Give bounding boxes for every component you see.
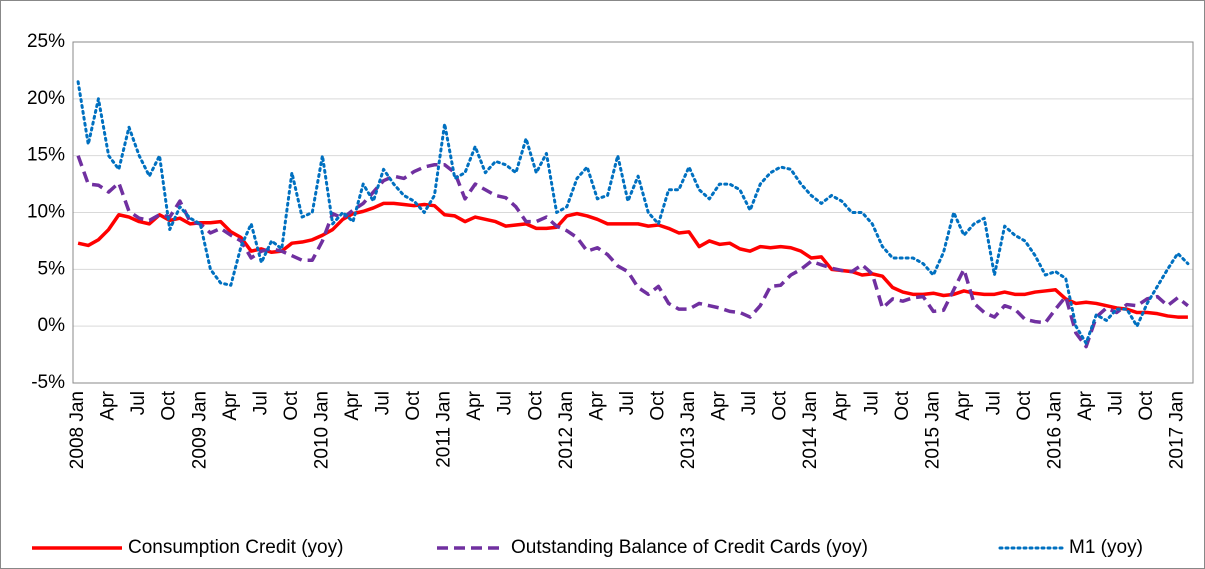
x-tick-label: Apr — [98, 390, 119, 420]
y-tick-label: 5% — [38, 258, 66, 279]
x-tick-label: 2010 Jan — [311, 391, 332, 469]
y-tick-label: -5% — [31, 372, 65, 393]
x-tick-label: 2011 Jan — [434, 391, 455, 468]
x-tick-label: 2013 Jan — [678, 391, 699, 469]
x-tick-label: 2014 Jan — [800, 391, 821, 469]
x-tick-label: 2012 Jan — [556, 391, 577, 469]
legend-label: M1 (yoy) — [1069, 537, 1143, 558]
x-tick-label: Oct — [281, 390, 302, 420]
x-tick-label: Oct — [403, 390, 424, 420]
x-tick-label: Jul — [739, 391, 760, 415]
x-tick-label: Jul — [1106, 391, 1127, 415]
x-tick-label: 2016 Jan — [1045, 391, 1066, 469]
x-tick-label: 2015 Jan — [922, 391, 943, 469]
x-tick-label: Apr — [831, 390, 852, 420]
x-tick-label: Jul — [250, 391, 271, 415]
x-tick-label: Jul — [861, 391, 882, 415]
x-tick-label: Oct — [770, 390, 791, 420]
y-tick-label: 0% — [38, 315, 66, 336]
x-tick-label: Jul — [617, 391, 638, 415]
x-tick-label: Oct — [1014, 390, 1035, 420]
x-tick-label: Oct — [647, 390, 668, 420]
legend-label: Outstanding Balance of Credit Cards (yoy… — [511, 537, 868, 558]
x-tick-label: Oct — [892, 390, 913, 420]
x-tick-label: Jul — [983, 391, 1004, 415]
y-tick-label: 10% — [27, 202, 65, 223]
y-tick-label: 15% — [27, 145, 65, 166]
x-tick-label: Apr — [1075, 390, 1096, 420]
legend-label: Consumption Credit (yoy) — [128, 537, 343, 558]
x-tick-label: Oct — [525, 390, 546, 420]
x-tick-label: Oct — [159, 390, 180, 420]
x-tick-label: Jul — [373, 391, 394, 415]
x-tick-label: Apr — [709, 390, 730, 420]
x-tick-label: 2009 Jan — [189, 391, 210, 469]
series-line — [76, 80, 1190, 345]
x-tick-label: Apr — [220, 390, 241, 420]
y-tick-label: 25% — [27, 31, 65, 52]
series-line — [76, 155, 1189, 349]
x-tick-label: 2008 Jan — [67, 391, 88, 469]
x-tick-label: Jul — [495, 391, 516, 415]
x-tick-label: Apr — [953, 390, 974, 420]
x-tick-label: Oct — [1136, 390, 1157, 420]
x-tick-label: Apr — [464, 390, 485, 420]
x-tick-label: 2017 Jan — [1167, 391, 1188, 469]
x-tick-label: Apr — [586, 390, 607, 420]
x-tick-label: Jul — [128, 391, 149, 415]
plot-border — [72, 41, 1194, 384]
y-tick-label: 20% — [27, 88, 65, 109]
x-tick-label: Apr — [342, 390, 363, 420]
